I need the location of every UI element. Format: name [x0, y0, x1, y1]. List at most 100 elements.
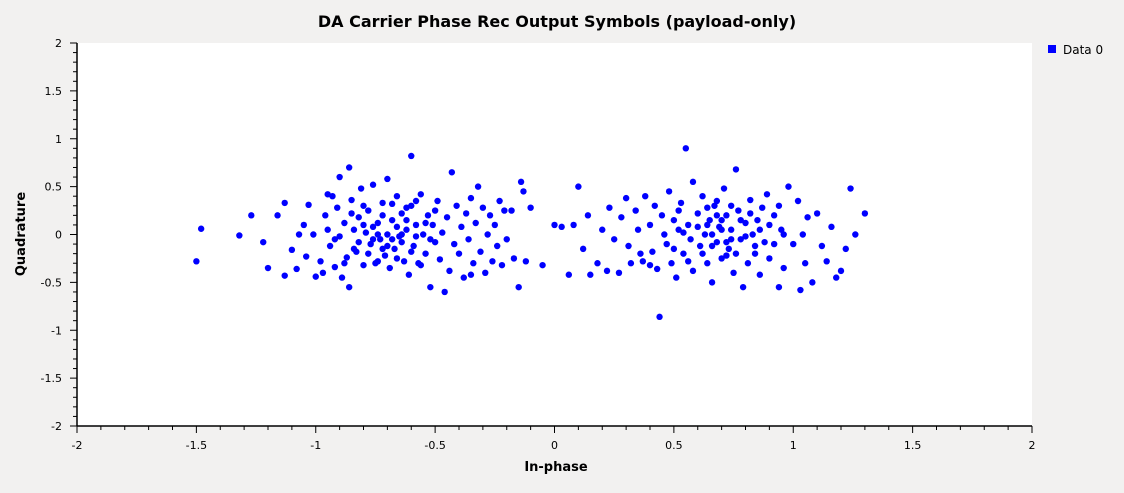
- data-point: [575, 183, 582, 190]
- plot-canvas: [77, 43, 1032, 426]
- data-point: [809, 279, 816, 286]
- data-point: [403, 216, 410, 224]
- data-point: [484, 231, 491, 238]
- data-point: [670, 245, 678, 253]
- data-point: [737, 216, 744, 224]
- data-point: [310, 231, 317, 238]
- data-point: [723, 252, 730, 259]
- data-point: [725, 245, 732, 253]
- data-point: [360, 221, 367, 229]
- data-point: [579, 245, 587, 253]
- data-point: [501, 207, 508, 214]
- data-point: [343, 254, 350, 261]
- data-point: [837, 267, 845, 275]
- data-point: [451, 240, 458, 248]
- data-point: [658, 212, 666, 219]
- data-point: [675, 226, 682, 233]
- data-point: [422, 250, 429, 257]
- data-point: [828, 223, 835, 231]
- data-point: [436, 256, 444, 263]
- data-point: [508, 207, 515, 214]
- data-point: [639, 258, 647, 265]
- data-point: [427, 236, 434, 243]
- data-point: [248, 212, 255, 219]
- data-point: [388, 216, 396, 224]
- data-point: [479, 204, 487, 211]
- data-point: [694, 223, 701, 231]
- data-point: [756, 271, 764, 278]
- data-point: [656, 313, 663, 321]
- data-point: [780, 264, 787, 272]
- data-point: [770, 212, 778, 219]
- data-point: [737, 236, 744, 243]
- data-point: [813, 210, 821, 217]
- data-point: [264, 264, 272, 272]
- data-point: [348, 210, 355, 217]
- data-point: [646, 261, 654, 269]
- data-point: [642, 193, 649, 200]
- data-point: [345, 283, 353, 291]
- data-point: [775, 283, 783, 291]
- data-point: [384, 175, 391, 183]
- data-point: [193, 258, 200, 265]
- data-point: [708, 279, 716, 286]
- data-point: [663, 240, 670, 248]
- data-point: [606, 204, 613, 211]
- data-point: [823, 258, 830, 265]
- data-point: [668, 260, 675, 267]
- data-point: [651, 202, 658, 209]
- data-point: [503, 236, 510, 243]
- data-point: [331, 236, 339, 243]
- legend-label-data-0: Data 0: [1063, 43, 1103, 57]
- data-point: [322, 212, 329, 219]
- data-point: [274, 212, 281, 219]
- data-point: [677, 199, 685, 207]
- data-point: [517, 178, 525, 186]
- data-point: [618, 214, 625, 221]
- data-point: [744, 260, 752, 267]
- data-point: [723, 212, 730, 219]
- data-point: [295, 231, 303, 238]
- data-point: [355, 214, 362, 221]
- data-point: [680, 250, 687, 257]
- data-point: [727, 226, 735, 233]
- data-point: [467, 271, 475, 278]
- data-point: [727, 202, 735, 209]
- data-point: [384, 242, 391, 250]
- data-point: [756, 226, 764, 233]
- x-tick-label: -0.5: [424, 439, 445, 452]
- data-point: [446, 267, 453, 275]
- data-point: [670, 216, 678, 224]
- data-point: [739, 283, 747, 291]
- data-point: [496, 197, 503, 205]
- data-point: [790, 240, 797, 248]
- data-point: [374, 219, 382, 227]
- data-point: [778, 226, 785, 233]
- data-point: [348, 196, 355, 204]
- data-point: [412, 233, 420, 240]
- data-point: [386, 264, 393, 272]
- data-point: [804, 214, 811, 221]
- data-point: [627, 260, 635, 267]
- data-point: [441, 288, 448, 296]
- data-point: [331, 263, 339, 271]
- data-point: [400, 258, 408, 265]
- data-point: [761, 238, 768, 246]
- data-point: [369, 236, 377, 243]
- data-point: [770, 240, 778, 248]
- y-tick-label: 1: [55, 133, 62, 146]
- data-point: [431, 207, 439, 214]
- data-point: [685, 258, 692, 265]
- data-point: [634, 226, 642, 233]
- data-point: [443, 214, 451, 221]
- data-point: [584, 212, 592, 219]
- data-point: [766, 221, 773, 229]
- y-tick-label: -1: [51, 324, 62, 337]
- data-point: [780, 231, 787, 238]
- legend[interactable]: Data 0: [1048, 43, 1103, 57]
- data-point: [408, 248, 415, 255]
- data-point: [522, 258, 530, 265]
- data-point: [465, 236, 472, 243]
- data-point: [785, 183, 792, 190]
- data-point: [455, 250, 463, 257]
